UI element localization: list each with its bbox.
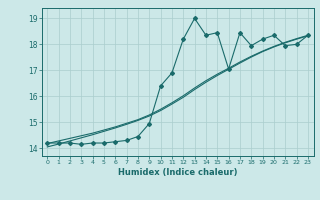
X-axis label: Humidex (Indice chaleur): Humidex (Indice chaleur)	[118, 168, 237, 177]
